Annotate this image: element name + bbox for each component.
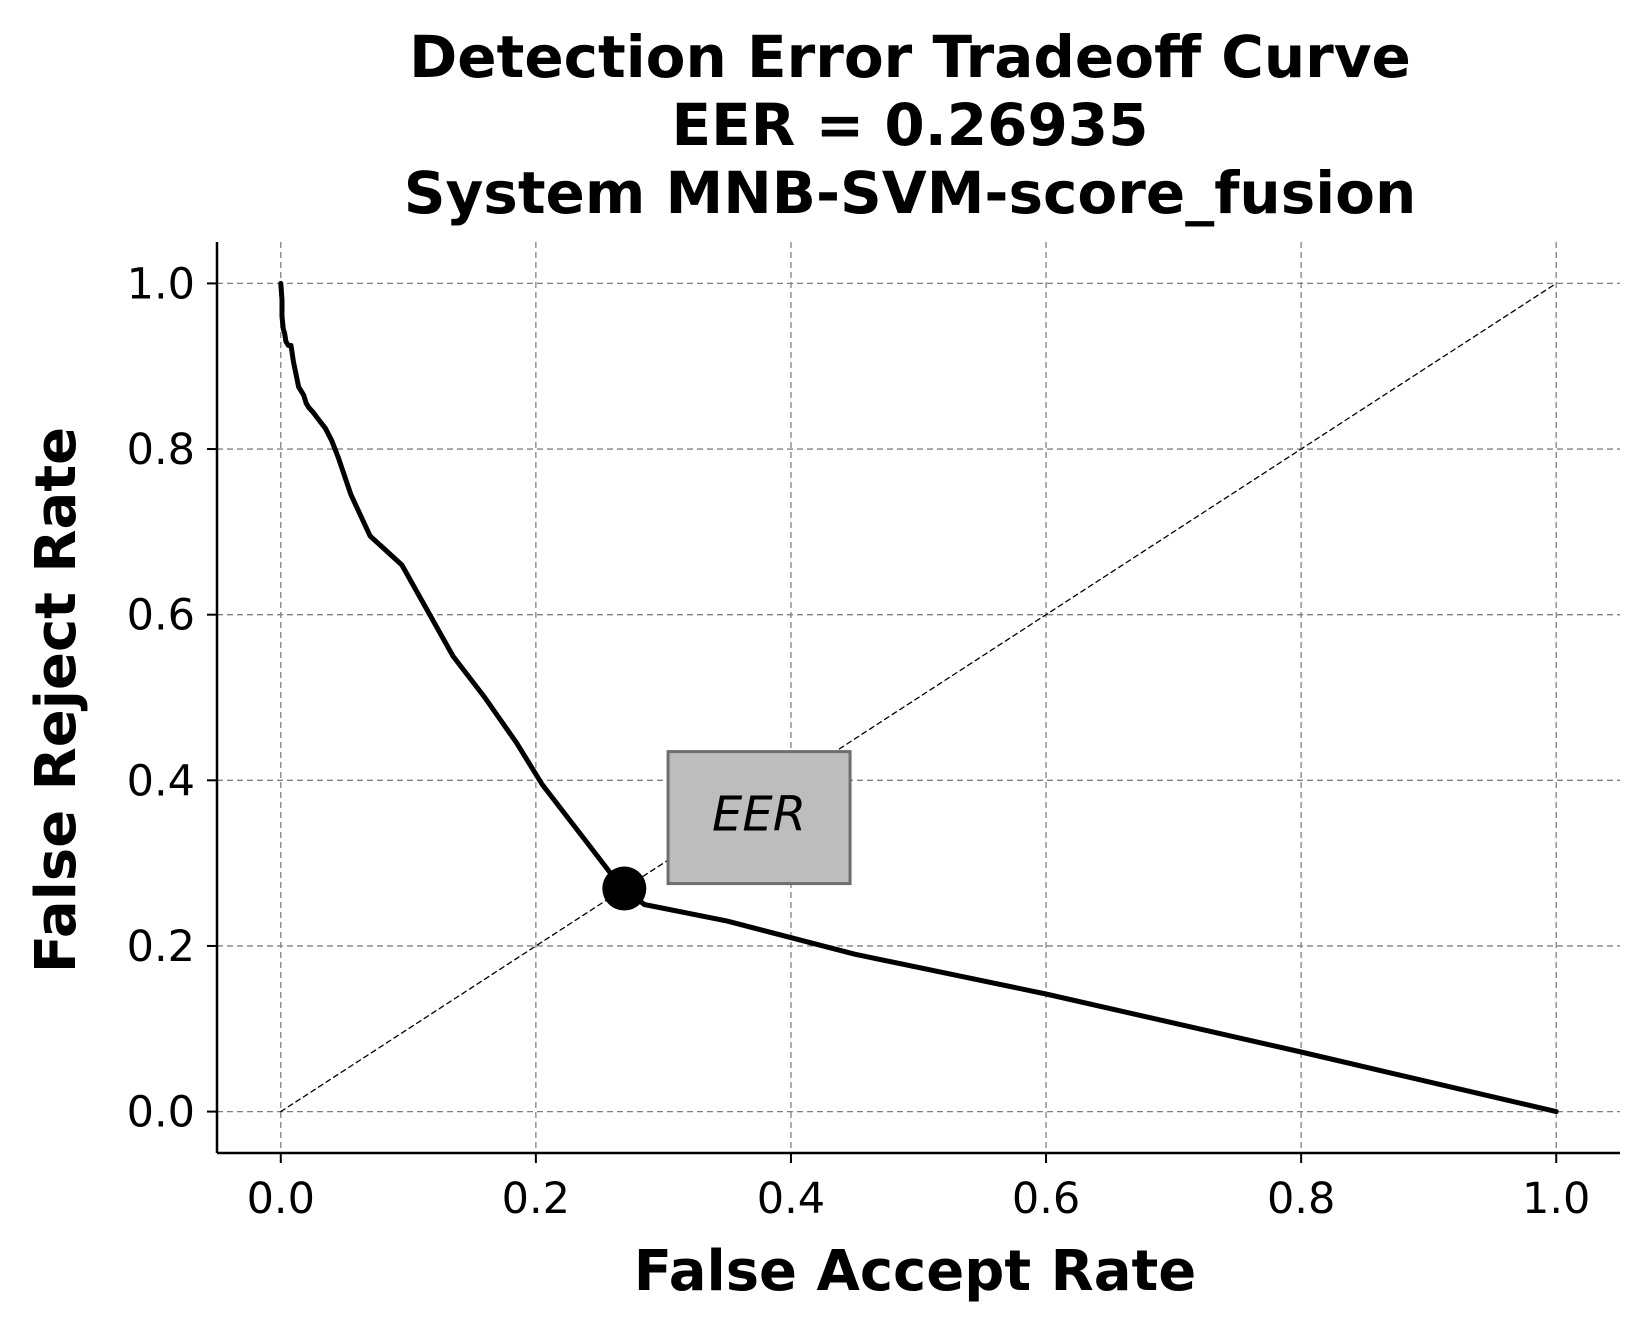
x-tick-label-2: 0.4 (757, 1174, 825, 1224)
title-line-3: System MNB-SVM-score_fusion (404, 159, 1417, 227)
eer-point-marker (602, 866, 647, 911)
chart-title: Detection Error Tradeoff Curve EER = 0.2… (404, 23, 1417, 227)
axes (215, 242, 1620, 1155)
x-tick-label-0: 0.0 (247, 1174, 315, 1224)
title-line-1: Detection Error Tradeoff Curve (409, 23, 1411, 91)
title-line-2: EER = 0.26935 (671, 91, 1148, 159)
tick-labels: 0.0 0.2 0.4 0.6 0.8 1.0 0.0 0.2 0.4 0.6 0.8 1.0 (127, 259, 1591, 1224)
x-tick-label-3: 0.6 (1012, 1174, 1080, 1224)
y-tick-label-3: 0.6 (127, 591, 195, 641)
y-tick-label-2: 0.4 (127, 756, 195, 806)
grid (217, 242, 1620, 1153)
x-tick-label-4: 0.8 (1267, 1174, 1335, 1224)
eer-annotation-text: EER (712, 787, 806, 843)
eer-annotation: EER (666, 750, 852, 886)
eer-annotation-box (666, 750, 852, 886)
series-layer (278, 280, 1559, 1115)
diagonal-reference-line (280, 282, 1557, 1113)
y-tick-label-5: 1.0 (127, 259, 195, 309)
y-tick-label-4: 0.8 (127, 425, 195, 475)
y-tick-label-0: 0.0 (127, 1088, 195, 1138)
y-axis-label: False Reject Rate (24, 427, 89, 973)
x-tick-label-5: 1.0 (1522, 1174, 1590, 1224)
x-tick-label-1: 0.2 (502, 1174, 570, 1224)
y-tick-label-1: 0.2 (127, 922, 195, 972)
x-axis-label: False Accept Rate (634, 1239, 1197, 1304)
